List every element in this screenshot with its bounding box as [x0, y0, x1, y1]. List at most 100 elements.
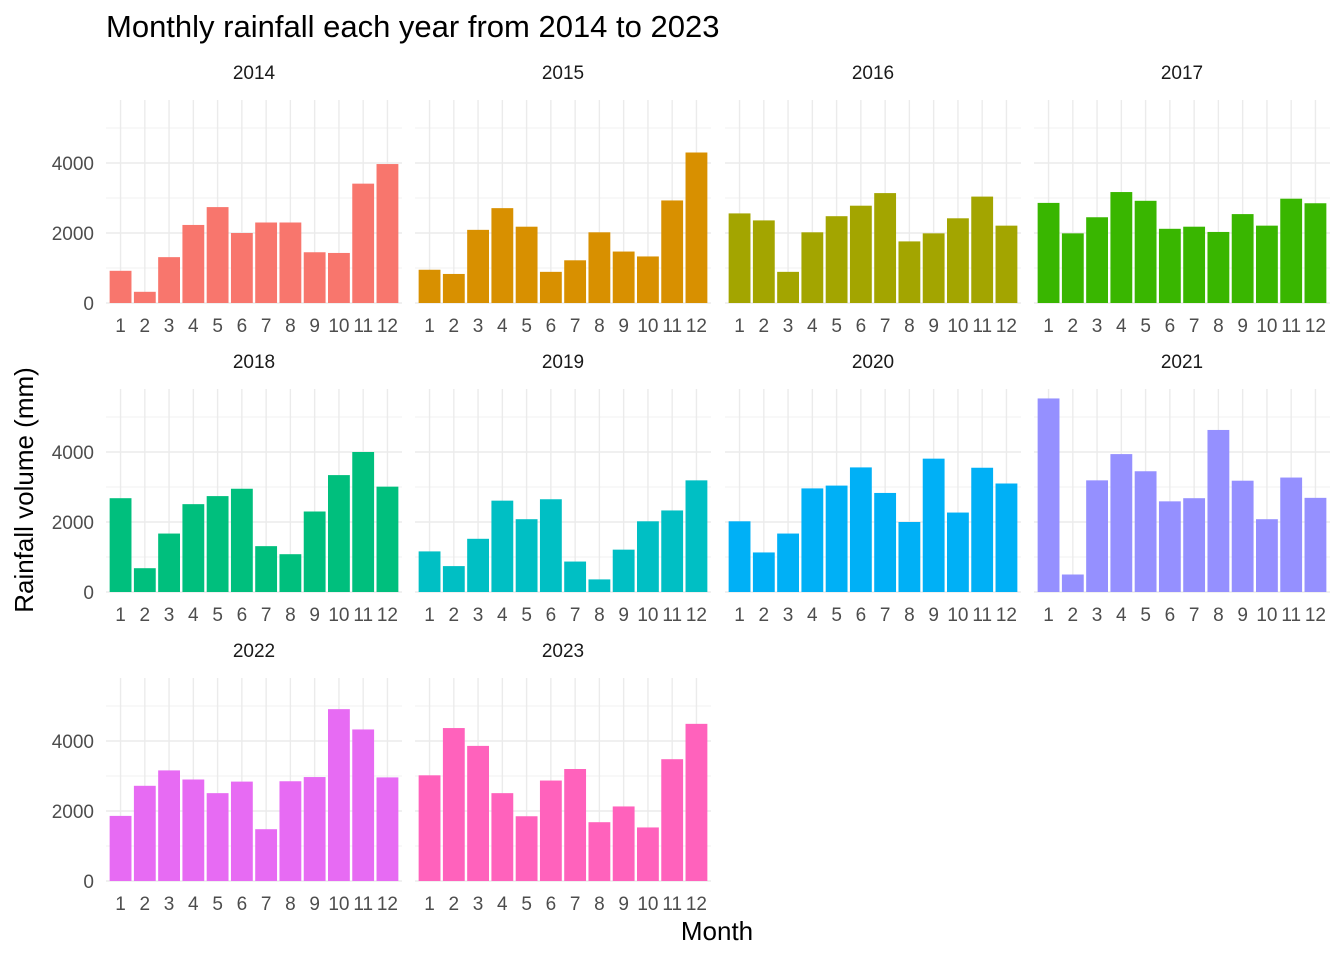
x-tick-label: 11 — [662, 605, 682, 626]
bar-2021-month-7 — [1183, 498, 1206, 592]
x-tick-label: 4 — [1116, 605, 1127, 626]
bar-2015-month-11 — [661, 200, 684, 303]
x-tick-label: 8 — [1213, 316, 1224, 337]
bar-2022-month-7 — [255, 829, 278, 881]
x-tick-label: 6 — [546, 316, 557, 337]
panel-bars — [1037, 192, 1327, 303]
x-tick-label: 9 — [618, 894, 629, 915]
bar-2022-month-3 — [158, 770, 180, 881]
x-tick-label: 12 — [377, 894, 398, 915]
bar-2020-month-12 — [995, 483, 1018, 592]
bar-2016-month-3 — [777, 271, 799, 303]
x-tick-label: 6 — [237, 605, 248, 626]
x-tick-label: 8 — [1213, 605, 1224, 626]
bar-2017-month-3 — [1086, 217, 1108, 303]
x-tick-label: 7 — [1189, 316, 1200, 337]
bar-2014-month-8 — [279, 222, 302, 303]
bar-2023-month-5 — [515, 816, 538, 881]
x-tick-label: 3 — [1092, 605, 1103, 626]
panel-bars — [418, 723, 708, 881]
x-tick-label: 1 — [115, 316, 126, 337]
panel-bars — [728, 458, 1018, 592]
bar-2015-month-3 — [467, 229, 489, 303]
x-tick-label: 2 — [140, 316, 151, 337]
x-tick-label: 12 — [377, 605, 398, 626]
x-tick-label: 1 — [1043, 605, 1054, 626]
facet-strip-label: 2022 — [233, 641, 275, 662]
bar-2015-month-2 — [442, 273, 465, 303]
x-tick-label: 8 — [285, 316, 296, 337]
x-tick-label: 6 — [237, 894, 248, 915]
bar-2018-month-4 — [182, 504, 205, 592]
bar-2014-month-3 — [158, 257, 180, 303]
x-tick-label: 5 — [1140, 605, 1151, 626]
x-tick-label: 5 — [212, 605, 223, 626]
x-tick-label: 10 — [328, 894, 349, 915]
x-tick-label: 7 — [261, 316, 272, 337]
x-tick-label: 4 — [807, 316, 818, 337]
x-tick-label: 7 — [261, 894, 272, 915]
bar-2022-month-5 — [206, 793, 229, 881]
x-tick-label: 10 — [637, 894, 658, 915]
x-tick-label: 8 — [594, 605, 605, 626]
x-tick-label: 2 — [1068, 605, 1079, 626]
bar-2014-month-10 — [328, 252, 350, 303]
panel-bars — [109, 452, 399, 592]
facet-strip-label: 2017 — [1161, 63, 1203, 84]
x-tick-label: 10 — [1256, 605, 1277, 626]
bar-2018-month-12 — [376, 486, 399, 592]
y-tick-label: 0 — [83, 294, 94, 315]
bar-2015-month-9 — [612, 251, 635, 303]
facet-strip-label: 2018 — [233, 352, 275, 373]
x-tick-label: 7 — [880, 316, 891, 337]
x-tick-label: 10 — [637, 316, 658, 337]
bar-2018-month-8 — [279, 554, 302, 592]
x-tick-label: 8 — [285, 894, 296, 915]
panel-bars — [1037, 398, 1327, 592]
bar-2019-month-9 — [612, 549, 635, 592]
x-tick-label: 2 — [449, 894, 460, 915]
bar-2022-month-1 — [109, 815, 132, 881]
bar-2017-month-12 — [1304, 203, 1327, 303]
bar-2022-month-11 — [352, 729, 375, 881]
x-tick-label: 11 — [972, 316, 992, 337]
x-tick-label: 5 — [212, 316, 223, 337]
bar-2019-month-11 — [661, 510, 684, 592]
bar-2023-month-1 — [418, 775, 441, 881]
x-tick-label: 2 — [140, 894, 151, 915]
x-tick-label: 2 — [759, 605, 770, 626]
x-tick-label: 12 — [686, 605, 707, 626]
bar-2020-month-10 — [947, 512, 969, 592]
x-tick-label: 5 — [521, 894, 532, 915]
bar-2020-month-3 — [777, 533, 799, 592]
x-tick-label: 4 — [497, 605, 508, 626]
bar-2023-month-11 — [661, 759, 684, 881]
bar-2016-month-1 — [728, 213, 751, 303]
bar-2016-month-8 — [898, 241, 921, 303]
x-tick-label: 12 — [686, 894, 707, 915]
x-tick-label: 4 — [188, 605, 199, 626]
y-tick-label: 2000 — [52, 513, 94, 534]
bar-2019-month-2 — [442, 566, 465, 592]
y-tick-label: 0 — [83, 583, 94, 604]
x-tick-label: 3 — [783, 605, 794, 626]
bar-2017-month-5 — [1134, 200, 1157, 303]
x-tick-label: 9 — [309, 605, 320, 626]
y-tick-label: 0 — [83, 872, 94, 893]
bar-2017-month-6 — [1158, 228, 1181, 303]
bar-2021-month-3 — [1086, 480, 1108, 592]
x-tick-label: 3 — [473, 316, 484, 337]
x-tick-label: 3 — [164, 894, 175, 915]
x-tick-label: 12 — [1305, 316, 1326, 337]
x-tick-label: 5 — [521, 605, 532, 626]
x-tick-label: 8 — [594, 894, 605, 915]
x-tick-label: 9 — [928, 605, 939, 626]
x-tick-label: 3 — [473, 894, 484, 915]
